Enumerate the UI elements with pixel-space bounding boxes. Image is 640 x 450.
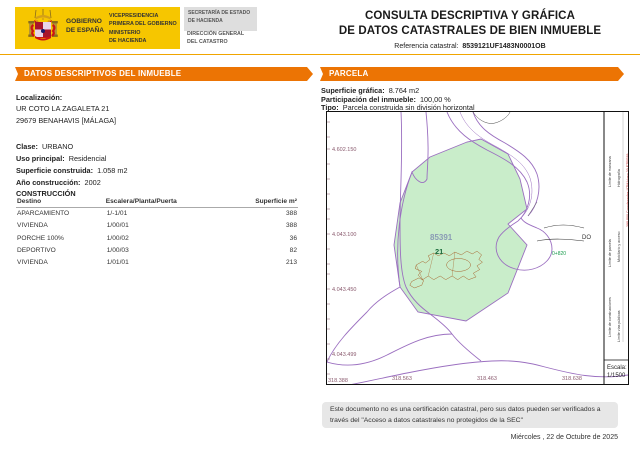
svg-text:Hidrografía: Hidrografía — [617, 169, 621, 187]
svg-text:Límite de construcciones: Límite de construcciones — [608, 297, 612, 337]
svg-text:Mobiliario y acceso: Mobiliario y acceso — [617, 231, 621, 262]
svg-text:21: 21 — [435, 247, 443, 256]
svg-text:Límite de manzana: Límite de manzana — [608, 156, 612, 187]
svg-text:318.563: 318.563 — [392, 376, 412, 382]
svg-text:318.463: 318.463 — [477, 376, 497, 382]
svg-text:Límite de parcela: Límite de parcela — [608, 239, 612, 267]
svg-text:85391: 85391 — [430, 233, 453, 242]
svg-text:1/1500: 1/1500 — [607, 373, 626, 379]
svg-text:Límite vías públicas: Límite vías públicas — [617, 310, 621, 342]
svg-text:Escala:: Escala: — [607, 365, 627, 371]
svg-text:4.043.450: 4.043.450 — [332, 287, 356, 293]
svg-text:0+820: 0+820 — [552, 251, 566, 257]
svg-text:318.388: 318.388 — [328, 378, 348, 384]
svg-text:4.602.150: 4.602.150 — [332, 147, 356, 153]
svg-text:4.043.499: 4.043.499 — [332, 352, 356, 358]
svg-text:DO: DO — [582, 235, 591, 241]
svg-text:318.638: 318.638 — [562, 376, 582, 382]
svg-text:4.043.100: 4.043.100 — [332, 232, 356, 238]
svg-text:398.800 Coordenadas UTM Huso 3: 398.800 Coordenadas UTM Huso 30 ETRS89 — [626, 154, 628, 227]
